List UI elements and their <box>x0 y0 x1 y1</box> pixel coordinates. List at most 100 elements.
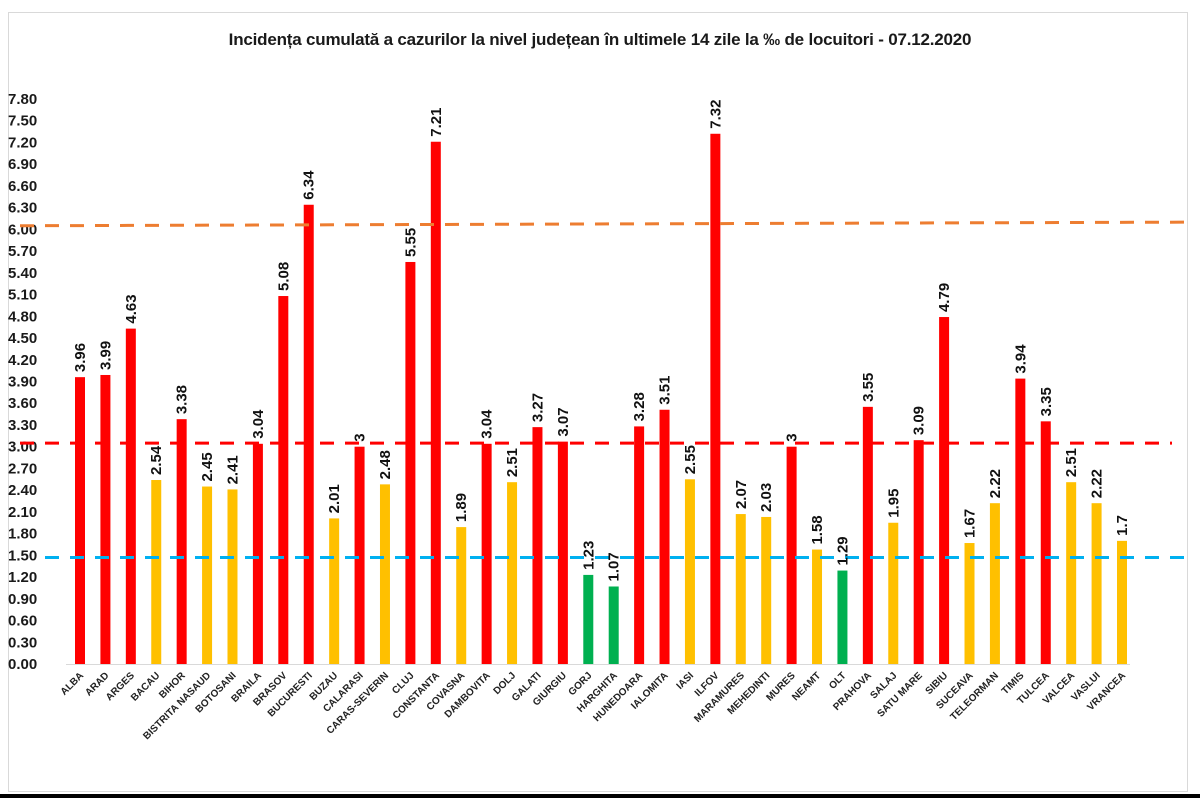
bar <box>329 518 340 664</box>
bar <box>837 570 848 664</box>
data-label: 1.67 <box>962 509 979 538</box>
data-label: 2.03 <box>758 483 775 512</box>
data-label: 2.54 <box>148 445 165 475</box>
data-label: 2.48 <box>377 450 394 479</box>
x-tick-label: DAMBOVITA <box>443 670 493 720</box>
y-tick-label: 6.60 <box>8 178 37 195</box>
y-tick-label: 6.90 <box>8 156 37 173</box>
bar <box>939 317 950 664</box>
bars <box>75 133 1127 664</box>
y-tick-label: 1.20 <box>8 569 37 586</box>
data-label: 1.29 <box>834 536 851 565</box>
x-tick-label: OLT <box>827 670 848 691</box>
y-tick-label: 4.80 <box>8 308 37 325</box>
y-axis: 0.00 0.30 0.60 0.90 1.20 1.50 1.80 2.10 2.40 2.70… <box>8 91 37 673</box>
y-tick-label: 5.10 <box>8 287 37 304</box>
data-label: 2.51 <box>1063 448 1080 477</box>
bar <box>278 296 289 664</box>
data-label: 2.51 <box>504 448 521 477</box>
bar <box>1040 421 1051 664</box>
bar <box>634 426 645 664</box>
reference-lines <box>19 220 1186 560</box>
data-label: 3.51 <box>657 376 674 405</box>
bar <box>557 441 568 664</box>
bar <box>532 427 543 664</box>
bar <box>507 482 518 664</box>
y-tick-label: 0.00 <box>8 656 37 673</box>
bar <box>1117 540 1127 664</box>
bar <box>379 484 390 664</box>
data-label: 1.95 <box>885 489 902 518</box>
data-label: 3.35 <box>1038 387 1055 416</box>
y-tick-label: 3.60 <box>8 395 37 412</box>
y-tick-label: 1.50 <box>8 547 37 564</box>
bar <box>303 204 314 664</box>
x-tick-label: ALBA <box>59 670 86 697</box>
x-tick-label: IASI <box>675 670 697 692</box>
data-label: 2.55 <box>682 445 699 474</box>
data-label: 2.22 <box>987 469 1004 498</box>
data-label: 3.38 <box>174 385 191 414</box>
x-tick-label: SATU MARE <box>876 670 926 720</box>
data-label: 3.96 <box>72 343 89 372</box>
data-label: 3.04 <box>479 409 496 439</box>
y-tick-label: 0.90 <box>8 591 37 608</box>
data-label: 4.63 <box>123 294 140 323</box>
bar <box>354 446 365 664</box>
bar <box>913 440 924 664</box>
bar <box>1066 482 1077 664</box>
bar <box>812 549 823 664</box>
data-label: 2.01 <box>326 484 343 513</box>
data-label: 5.08 <box>275 262 292 291</box>
bar <box>227 489 238 664</box>
y-tick-label: 7.80 <box>8 91 37 108</box>
y-tick-label: 6.00 <box>8 221 37 238</box>
bar <box>151 480 162 664</box>
y-tick-label: 6.30 <box>8 200 37 217</box>
data-label: 3.07 <box>555 407 572 436</box>
data-label: 2.22 <box>1089 469 1106 498</box>
bar <box>125 328 136 664</box>
bar <box>608 586 619 664</box>
bar <box>964 543 975 664</box>
bar <box>684 479 695 664</box>
y-tick-label: 0.60 <box>8 613 37 630</box>
y-tick-label: 2.70 <box>8 460 37 477</box>
data-labels: 3.96 3.99 4.63 2.54 3.38 2.45 2.41 3.04 5.08 6.34… <box>72 100 1131 582</box>
bar <box>430 141 441 664</box>
bar <box>583 574 594 664</box>
bar <box>405 261 416 664</box>
data-label: 1.07 <box>606 552 623 581</box>
data-label: 3.04 <box>250 409 267 439</box>
bar <box>176 419 187 664</box>
bar <box>252 443 263 664</box>
y-tick-label: 5.70 <box>8 243 37 260</box>
data-label: 2.45 <box>199 452 216 481</box>
data-label: 1.23 <box>580 541 597 570</box>
bar <box>710 133 721 664</box>
y-tick-label: 7.20 <box>8 134 37 151</box>
bar <box>888 522 899 664</box>
bar <box>1015 378 1026 664</box>
data-label: 4.79 <box>936 283 953 312</box>
bar <box>75 377 85 664</box>
y-tick-label: 2.10 <box>8 504 37 521</box>
data-label: 7.21 <box>428 108 445 137</box>
x-tick-label: NEAMT <box>790 670 823 703</box>
data-label: 6.34 <box>301 170 318 200</box>
bar <box>862 406 873 664</box>
bar <box>786 446 797 664</box>
bar <box>202 486 213 664</box>
y-tick-label: 0.30 <box>8 634 37 651</box>
y-tick-label: 2.40 <box>8 482 37 499</box>
data-label: 7.32 <box>707 100 724 129</box>
data-label: 3.99 <box>97 341 114 370</box>
bar <box>1091 503 1102 664</box>
data-label: 1.89 <box>453 493 470 522</box>
data-label: 2.41 <box>224 455 241 484</box>
y-tick-label: 5.40 <box>8 265 37 282</box>
data-label: 3 <box>784 433 801 441</box>
data-label: 5.55 <box>402 228 419 257</box>
